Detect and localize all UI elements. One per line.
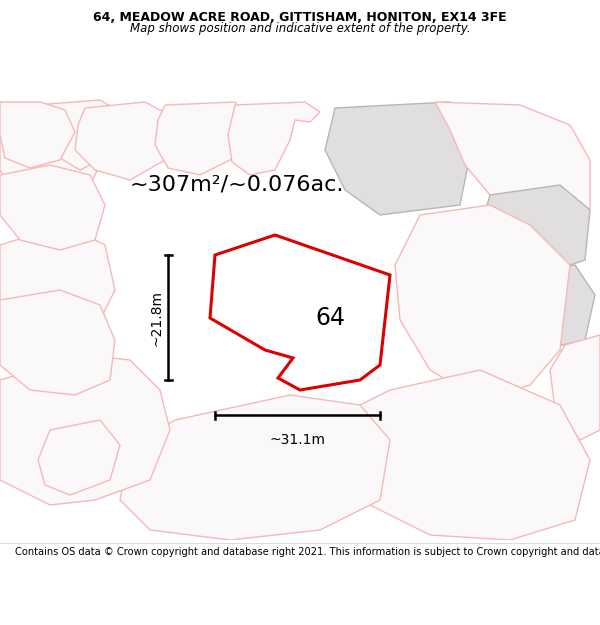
- Text: Contains OS data © Crown copyright and database right 2021. This information is : Contains OS data © Crown copyright and d…: [15, 547, 600, 557]
- Text: ~307m²/~0.076ac.: ~307m²/~0.076ac.: [130, 175, 344, 195]
- Polygon shape: [38, 420, 120, 495]
- Polygon shape: [325, 102, 475, 215]
- Polygon shape: [345, 370, 590, 540]
- Polygon shape: [435, 102, 590, 225]
- Polygon shape: [155, 102, 250, 175]
- Polygon shape: [35, 100, 130, 170]
- Text: ~31.1m: ~31.1m: [269, 433, 325, 447]
- Polygon shape: [0, 290, 115, 395]
- Polygon shape: [0, 105, 105, 210]
- Polygon shape: [0, 165, 105, 250]
- Polygon shape: [480, 185, 590, 275]
- Polygon shape: [550, 335, 600, 440]
- Polygon shape: [495, 265, 595, 350]
- Text: Map shows position and indicative extent of the property.: Map shows position and indicative extent…: [130, 22, 470, 35]
- Text: 64: 64: [315, 306, 345, 330]
- Polygon shape: [0, 355, 170, 505]
- Text: 64, MEADOW ACRE ROAD, GITTISHAM, HONITON, EX14 3FE: 64, MEADOW ACRE ROAD, GITTISHAM, HONITON…: [93, 11, 507, 24]
- Polygon shape: [228, 102, 320, 175]
- Polygon shape: [395, 205, 570, 400]
- Polygon shape: [120, 395, 390, 540]
- Polygon shape: [0, 102, 75, 168]
- Polygon shape: [75, 102, 175, 180]
- Polygon shape: [0, 225, 115, 345]
- Text: ~21.8m: ~21.8m: [149, 289, 163, 346]
